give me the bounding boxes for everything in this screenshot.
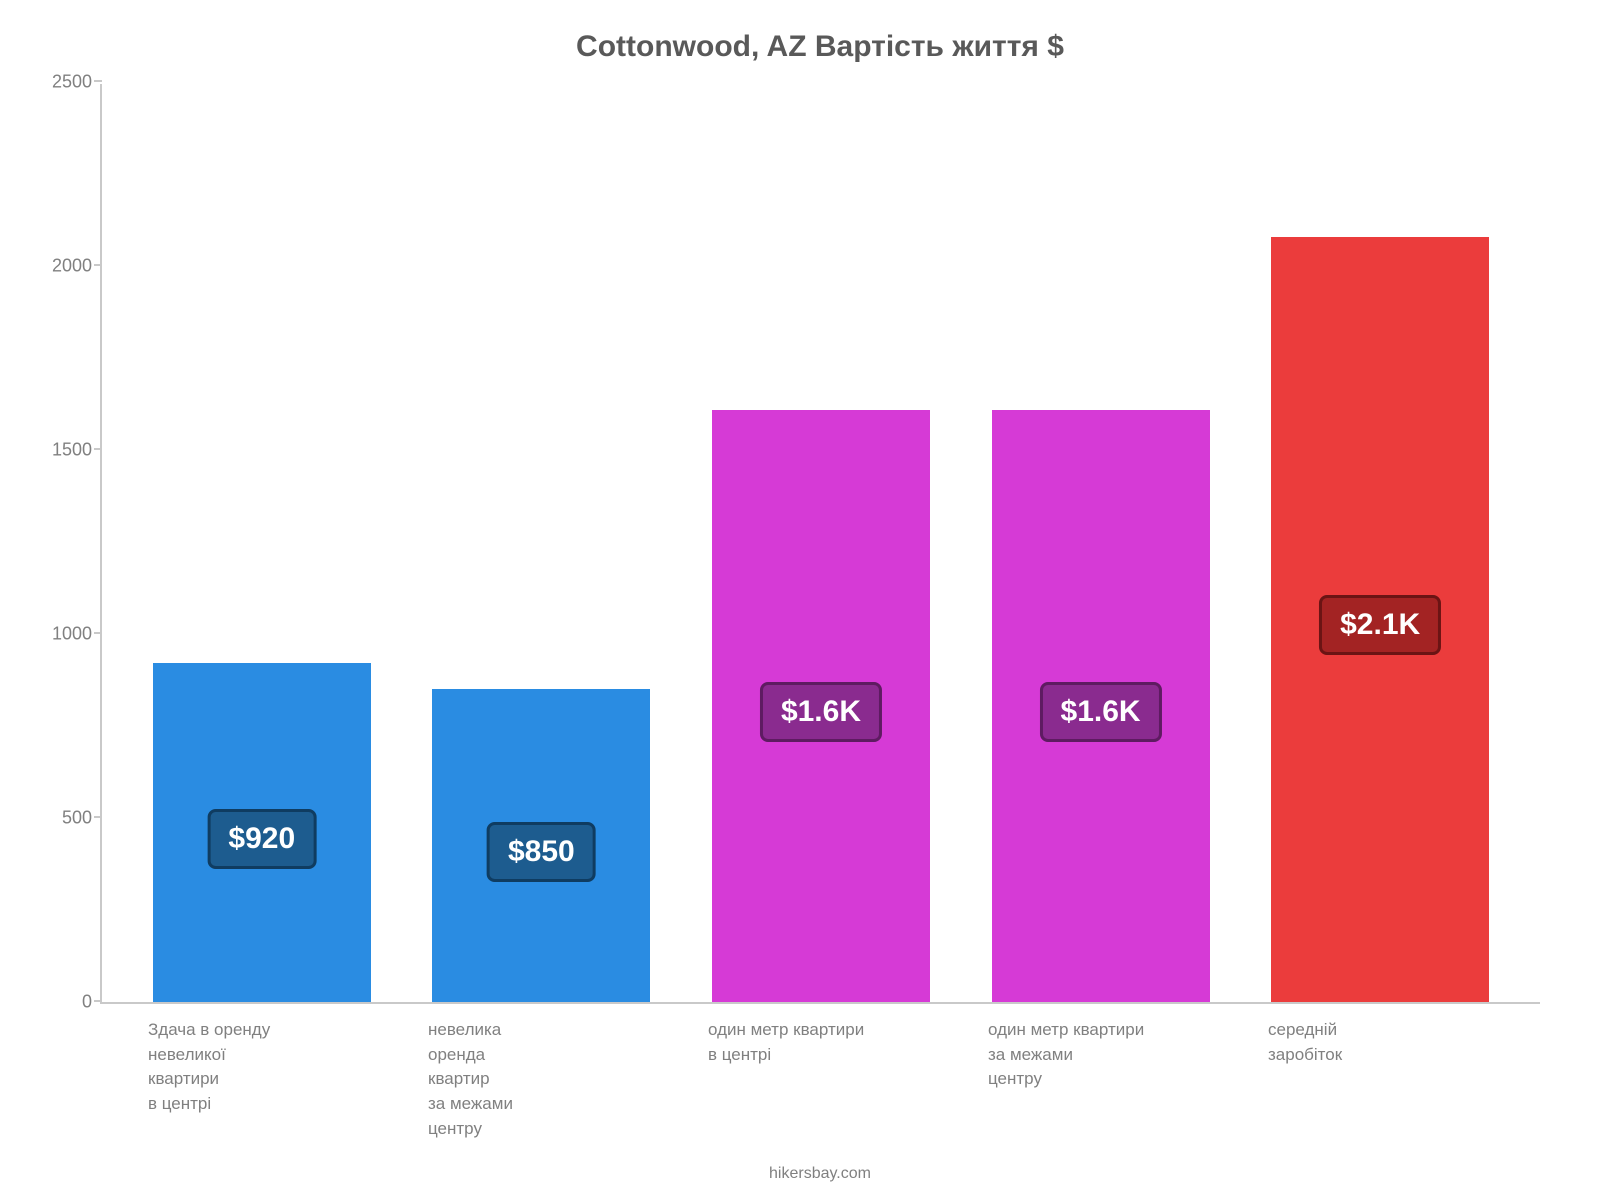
x-axis-label: один метр квартириза межамицентру [988,1018,1144,1141]
bar-slot: $850 [402,84,682,1002]
x-label-slot: Здача в орендуневеликоїквартирив центрі [120,1018,400,1141]
y-tick-mark [94,264,102,266]
attribution-text: hikersbay.com [100,1165,1540,1183]
bar-slot: $1.6K [681,84,961,1002]
y-tick-label: 1500 [32,440,92,461]
bar-value-badge: $1.6K [760,682,882,742]
y-tick-label: 1000 [32,624,92,645]
bar-slot: $920 [122,84,402,1002]
bar: $2.1K [1271,237,1489,1002]
chart-container: Cottonwood, AZ Вартість життя $ $920 $850… [0,0,1600,1200]
y-tick-mark [94,1000,102,1002]
bar: $920 [153,663,371,1002]
plot-area: $920$850$1.6K$1.6K$2.1K 0500100015002000… [100,84,1540,1004]
y-tick-mark [94,816,102,818]
x-label-slot: один метр квартириза межамицентру [960,1018,1240,1141]
x-axis-label: середнійзаробіток [1268,1018,1342,1141]
bar: $1.6K [712,410,930,1002]
bar-value-badge: $920 [207,809,316,869]
bars-group: $920 $850 $1.6K $1.6K $2.1K [102,84,1540,1002]
bar: $850 [432,689,650,1002]
y-tick-label: 500 [32,808,92,829]
y-tick-label: 0 [32,992,92,1013]
x-axis-labels: Здача в орендуневеликоїквартирив центрі н… [100,1004,1540,1141]
bar-slot: $1.6K [961,84,1241,1002]
bar-value-badge: $850 [487,822,596,882]
bar-value-badge: $2.1K [1319,595,1441,655]
x-label-slot: один метр квартирив центрі [680,1018,960,1141]
y-tick-label: 2500 [32,72,92,93]
x-axis-label: невеликаорендаквартирза межамицентру [428,1018,513,1141]
bar-slot: $2.1K [1240,84,1520,1002]
bar-value-badge: $1.6K [1040,682,1162,742]
y-tick-label: 2000 [32,256,92,277]
x-label-slot: невеликаорендаквартирза межамицентру [400,1018,680,1141]
y-tick-mark [94,632,102,634]
y-tick-mark [94,448,102,450]
x-axis-label: один метр квартирив центрі [708,1018,864,1141]
y-tick-mark [94,80,102,82]
x-axis-label: Здача в орендуневеликоїквартирив центрі [148,1018,270,1141]
bar: $1.6K [992,410,1210,1002]
chart-title: Cottonwood, AZ Вартість життя $ [100,30,1540,64]
x-label-slot: середнійзаробіток [1240,1018,1520,1141]
